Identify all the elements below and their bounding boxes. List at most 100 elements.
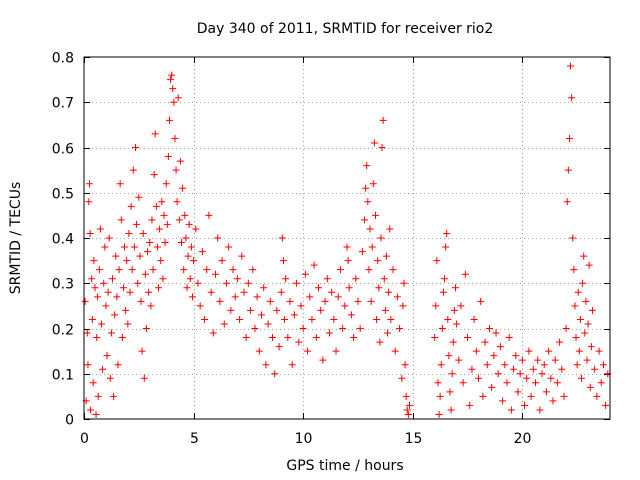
data-point — [112, 252, 120, 260]
data-point — [198, 248, 206, 256]
data-point — [516, 370, 524, 378]
data-point — [190, 257, 198, 265]
data-point — [178, 239, 186, 247]
data-point — [146, 239, 154, 247]
data-point — [126, 288, 134, 296]
data-point — [485, 325, 493, 332]
data-point — [85, 198, 93, 206]
data-point — [447, 406, 455, 414]
data-point — [549, 397, 557, 405]
y-tick-label: 0.4 — [52, 232, 74, 248]
data-point — [168, 71, 176, 79]
data-point — [339, 325, 347, 332]
data-point — [492, 329, 500, 337]
data-point — [370, 139, 378, 147]
data-point — [186, 275, 194, 283]
data-point — [119, 284, 127, 292]
data-point — [275, 343, 283, 351]
data-point — [367, 297, 375, 305]
data-point — [494, 370, 502, 378]
data-point — [205, 211, 213, 219]
data-point — [334, 293, 342, 301]
data-point — [387, 315, 395, 323]
data-point — [220, 320, 228, 328]
data-point — [341, 302, 349, 310]
data-point — [247, 306, 255, 314]
data-point — [323, 275, 331, 283]
data-point — [253, 293, 261, 301]
data-point — [94, 392, 102, 400]
data-point — [531, 379, 539, 387]
data-point — [547, 374, 555, 382]
data-point — [328, 288, 336, 296]
data-point — [569, 234, 577, 242]
data-point — [132, 144, 140, 151]
data-point — [442, 243, 450, 251]
data-point — [103, 352, 111, 360]
data-point — [315, 284, 323, 292]
data-point — [158, 198, 166, 206]
data-point — [167, 76, 175, 84]
data-point — [363, 162, 371, 170]
data-point — [306, 293, 314, 301]
data-point — [540, 361, 548, 369]
data-point — [141, 270, 149, 278]
data-point — [174, 94, 182, 102]
data-point — [401, 361, 409, 369]
data-point — [378, 144, 386, 151]
data-point — [113, 293, 121, 301]
data-point — [308, 315, 316, 323]
data-point — [181, 211, 189, 219]
data-point — [266, 297, 274, 305]
data-point — [382, 252, 390, 260]
data-point — [227, 306, 235, 314]
data-point — [216, 297, 224, 305]
data-point — [374, 257, 382, 265]
data-point — [477, 297, 485, 305]
data-point — [125, 229, 133, 237]
data-point — [444, 315, 452, 323]
data-point — [111, 311, 119, 319]
y-tick-label: 0.2 — [52, 323, 74, 339]
data-point — [136, 252, 144, 260]
data-point — [354, 297, 362, 305]
data-point — [389, 266, 397, 274]
data-point — [180, 266, 188, 274]
data-point — [130, 243, 138, 251]
data-point — [470, 315, 478, 323]
data-point — [581, 329, 589, 337]
data-point — [479, 392, 487, 400]
data-point — [288, 361, 296, 369]
data-point — [582, 297, 590, 305]
data-point — [299, 325, 307, 332]
y-tick-label: 0.6 — [52, 142, 74, 158]
data-point — [273, 306, 281, 314]
data-point — [128, 266, 136, 274]
data-point — [375, 284, 383, 292]
data-point — [576, 315, 584, 323]
data-point — [481, 338, 489, 346]
y-tick-label: 0.7 — [52, 96, 74, 112]
data-point — [268, 334, 276, 342]
data-point — [290, 311, 298, 319]
data-point — [597, 379, 605, 387]
data-point — [565, 134, 573, 142]
data-point — [135, 193, 143, 201]
data-point — [380, 275, 388, 283]
data-point — [402, 392, 410, 400]
data-point — [404, 410, 412, 418]
data-point — [236, 315, 244, 323]
data-point — [225, 243, 233, 251]
data-point — [575, 347, 583, 355]
data-point — [558, 365, 566, 373]
data-point — [148, 216, 156, 224]
data-point — [573, 361, 581, 369]
data-point — [512, 352, 520, 360]
data-point — [214, 234, 222, 242]
grid-lines — [84, 57, 610, 419]
data-point — [117, 216, 125, 224]
plot-frame — [83, 56, 611, 420]
data-point — [587, 343, 595, 351]
data-point — [149, 266, 157, 274]
data-point — [196, 302, 204, 310]
